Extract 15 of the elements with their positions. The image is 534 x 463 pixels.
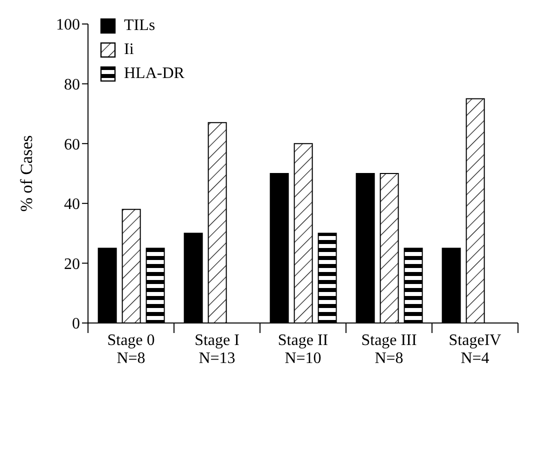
legend-label: Ii (124, 41, 134, 59)
x-tick-label: Stage I N=13 (194, 332, 240, 367)
y-tick-label: 100 (56, 16, 80, 34)
x-tick-label: Stage II N=10 (278, 332, 328, 367)
legend-label: HLA-DR (124, 65, 184, 83)
y-tick-label: 80 (64, 76, 80, 94)
y-tick-label: 60 (64, 136, 80, 154)
legend-label: TILs (124, 17, 156, 35)
x-tick-label: Stage III N=8 (361, 332, 417, 367)
y-tick-label: 20 (64, 256, 80, 273)
x-tick-label: Stage 0 N=8 (107, 332, 155, 367)
x-tick-label: StageIV N=4 (448, 332, 502, 367)
y-tick-label: 40 (64, 196, 80, 214)
y-tick-label: 0 (72, 316, 80, 333)
y-axis-title: % of Cases (17, 135, 36, 212)
